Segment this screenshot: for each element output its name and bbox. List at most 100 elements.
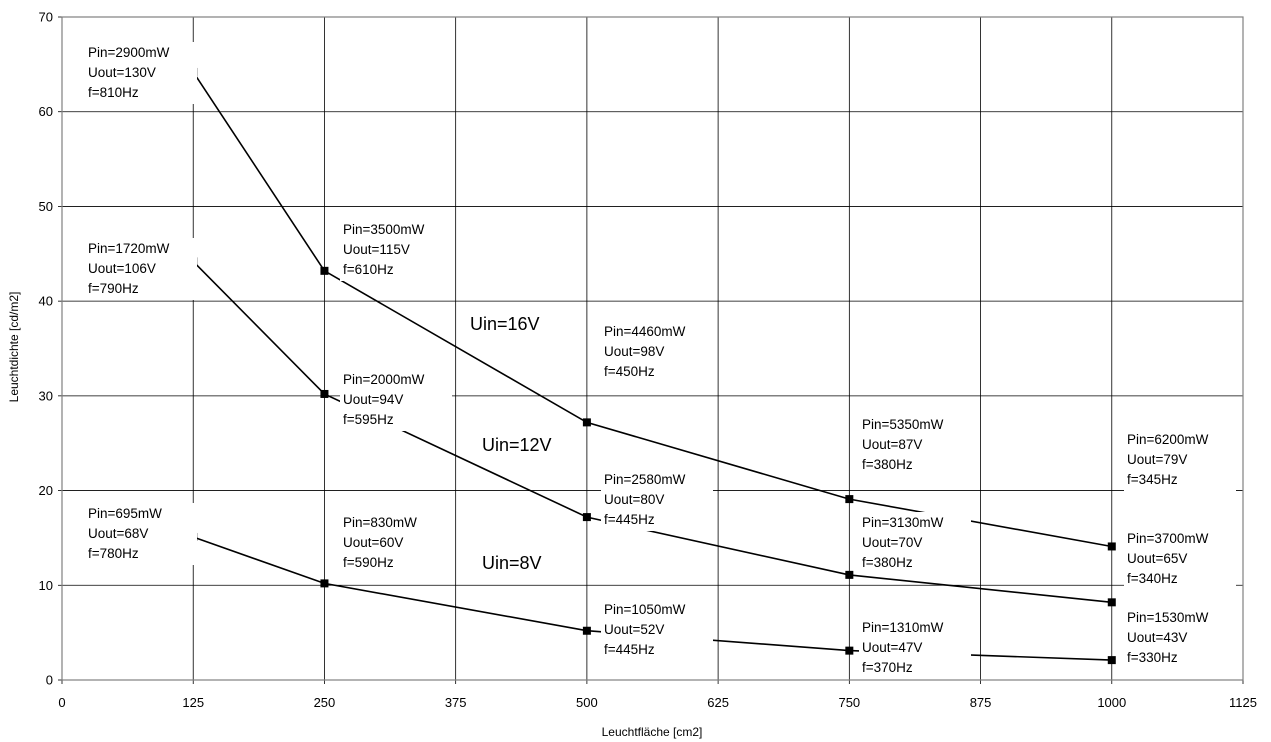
annotation-line: Uout=79V xyxy=(1127,452,1187,467)
y-axis-title: Leuchtdichte [cd/m2] xyxy=(7,292,21,403)
y-tick-label-10: 10 xyxy=(39,578,53,593)
series-2-point-4 xyxy=(1107,656,1116,665)
y-tick-label-50: 50 xyxy=(39,199,53,214)
series-labels: Uin=16V Uin=12V Uin=8V xyxy=(466,312,568,575)
annotation-line: Pin=2900mW xyxy=(88,45,170,60)
annotation-bg-2-1 xyxy=(340,512,452,574)
x-tick-label-1125: 1125 xyxy=(1229,695,1257,710)
annotation-2-4: Pin=1530mW Uout=43V f=330Hz xyxy=(1127,610,1209,665)
annotation-line: Pin=3700mW xyxy=(1127,531,1209,546)
annotation-line: Uout=52V xyxy=(604,622,664,637)
y-axis-ticks: 0 10 20 30 40 50 60 70 xyxy=(39,10,62,688)
annotation-line: f=370Hz xyxy=(862,660,913,675)
annotation-line: Uout=94V xyxy=(343,392,403,407)
annotation-line: Pin=1050mW xyxy=(604,602,686,617)
annotation-line: Uout=60V xyxy=(343,535,403,550)
annotation-line: Uout=65V xyxy=(1127,551,1187,566)
annotation-0-4: Pin=6200mW Uout=79V f=345Hz xyxy=(1127,432,1209,487)
y-tick-label-60: 60 xyxy=(39,104,53,119)
y-tick-label-70: 70 xyxy=(39,10,53,25)
annotation-bg-2-3 xyxy=(859,617,971,679)
series-label-bg-1 xyxy=(478,433,568,457)
annotation-line: f=380Hz xyxy=(862,555,913,570)
series-1-point-4 xyxy=(1107,598,1116,607)
y-tick-label-0: 0 xyxy=(46,673,53,688)
x-tick-label-500: 500 xyxy=(576,695,598,710)
annotation-bg-0-4 xyxy=(1124,429,1236,491)
annotation-line: f=810Hz xyxy=(88,85,139,100)
annotation-0-0: Pin=2900mW Uout=130V f=810Hz xyxy=(88,45,170,100)
annotation-0-3: Pin=5350mW Uout=87V f=380Hz xyxy=(862,417,944,472)
annotation-line: Uout=80V xyxy=(604,492,664,507)
series-2-point-1 xyxy=(320,579,329,588)
series-0-point-3 xyxy=(845,495,854,504)
series-1-point-2 xyxy=(582,513,591,522)
x-tick-label-0: 0 xyxy=(58,695,65,710)
series-1-point-1 xyxy=(320,389,329,398)
annotation-line: f=595Hz xyxy=(343,412,394,427)
annotation-2-3: Pin=1310mW Uout=47V f=370Hz xyxy=(862,620,944,675)
annotation-bg-1-4 xyxy=(1124,528,1236,590)
annotation-bg-1-3 xyxy=(859,512,971,574)
annotation-1-3: Pin=3130mW Uout=70V f=380Hz xyxy=(862,515,944,570)
annotation-1-1: Pin=2000mW Uout=94V f=595Hz xyxy=(343,372,425,427)
annotation-bg-0-2 xyxy=(601,321,713,383)
x-tick-label-875: 875 xyxy=(970,695,992,710)
x-tick-label-250: 250 xyxy=(314,695,336,710)
x-axis-title: Leuchtfläche [cm2] xyxy=(602,725,703,739)
annotation-line: Pin=695mW xyxy=(88,506,162,521)
annotation-bg-1-1 xyxy=(340,369,452,431)
annotation-line: Uout=47V xyxy=(862,640,922,655)
annotation-line: Pin=3130mW xyxy=(862,515,944,530)
annotation-line: f=450Hz xyxy=(604,364,655,379)
annotation-bg-2-0 xyxy=(85,503,197,565)
annotation-line: Uout=43V xyxy=(1127,630,1187,645)
y-tick-label-30: 30 xyxy=(39,388,53,403)
annotation-line: Pin=3500mW xyxy=(343,222,425,237)
annotation-line: Uout=98V xyxy=(604,344,664,359)
series-2-point-3 xyxy=(845,646,854,655)
annotation-line: Pin=6200mW xyxy=(1127,432,1209,447)
x-axis-ticks: 0 125 250 375 500 625 750 875 1000 1125 xyxy=(58,680,1257,710)
annotation-1-0: Pin=1720mW Uout=106V f=790Hz xyxy=(88,241,170,296)
annotation-line: Pin=5350mW xyxy=(862,417,944,432)
annotation-line: Pin=2000mW xyxy=(343,372,425,387)
y-tick-label-40: 40 xyxy=(39,294,53,309)
annotation-line: Pin=1530mW xyxy=(1127,610,1209,625)
x-tick-label-1000: 1000 xyxy=(1097,695,1126,710)
annotation-bg-2-4 xyxy=(1124,607,1236,669)
y-tick-label-20: 20 xyxy=(39,483,53,498)
annotation-0-1: Pin=3500mW Uout=115V f=610Hz xyxy=(343,222,425,277)
x-tick-label-125: 125 xyxy=(182,695,204,710)
annotation-line: Pin=1310mW xyxy=(862,620,944,635)
annotation-line: Pin=830mW xyxy=(343,515,417,530)
annotation-2-0: Pin=695mW Uout=68V f=780Hz xyxy=(88,506,162,561)
series-2-point-2 xyxy=(582,626,591,635)
annotation-line: Pin=2580mW xyxy=(604,472,686,487)
point-annotations: Pin=2900mW Uout=130V f=810Hz Pin=3500mW Uout… xyxy=(85,42,1236,679)
annotation-0-2: Pin=4460mW Uout=98V f=450Hz xyxy=(604,324,686,379)
annotation-line: Uout=70V xyxy=(862,535,922,550)
series-label-1: Uin=12V xyxy=(482,435,552,455)
annotation-bg-1-2 xyxy=(601,469,713,531)
annotation-line: Uout=106V xyxy=(88,261,156,276)
annotation-bg-0-0 xyxy=(85,42,197,104)
annotation-line: Pin=1720mW xyxy=(88,241,170,256)
annotation-1-2: Pin=2580mW Uout=80V f=445Hz xyxy=(604,472,686,527)
annotation-line: f=610Hz xyxy=(343,262,394,277)
series-label-bg-0 xyxy=(466,312,556,336)
annotation-line: Uout=115V xyxy=(343,242,410,257)
annotation-line: Pin=4460mW xyxy=(604,324,686,339)
x-tick-label-625: 625 xyxy=(707,695,729,710)
annotation-line: f=380Hz xyxy=(862,457,913,472)
annotation-line: f=590Hz xyxy=(343,555,394,570)
annotation-line: f=340Hz xyxy=(1127,571,1178,586)
series-label-bg-2 xyxy=(478,551,568,575)
annotation-line: f=345Hz xyxy=(1127,472,1178,487)
annotation-line: f=790Hz xyxy=(88,281,139,296)
annotation-line: f=445Hz xyxy=(604,512,655,527)
annotation-bg-0-3 xyxy=(859,414,971,476)
series-1-point-3 xyxy=(845,570,854,579)
x-tick-label-375: 375 xyxy=(445,695,467,710)
